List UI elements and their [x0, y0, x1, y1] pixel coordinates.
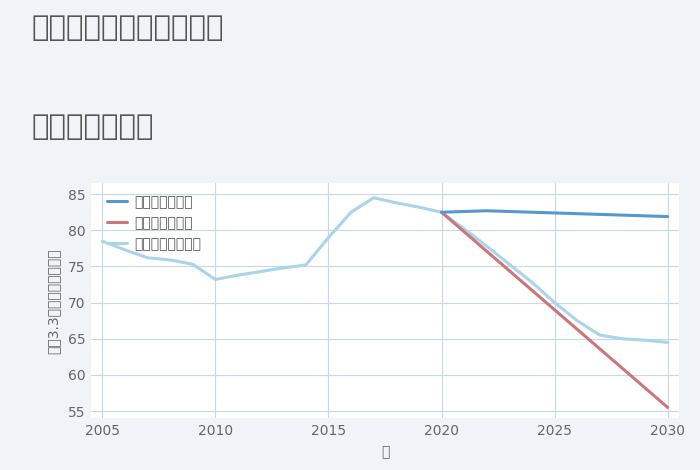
- Line: グッドシナリオ: グッドシナリオ: [442, 211, 668, 217]
- ノーマルシナリオ: [414, 204, 423, 210]
- ノーマルシナリオ: [120, 247, 129, 253]
- ノーマルシナリオ: [144, 255, 152, 260]
- Text: 兵庫県西宮市柏堂西町の: 兵庫県西宮市柏堂西町の: [32, 14, 224, 42]
- ノーマルシナリオ: [302, 262, 310, 268]
- ノーマルシナリオ: [166, 257, 174, 263]
- ノーマルシナリオ: [596, 332, 604, 338]
- Legend: グッドシナリオ, バッドシナリオ, ノーマルシナリオ: グッドシナリオ, バッドシナリオ, ノーマルシナリオ: [104, 193, 204, 254]
- ノーマルシナリオ: [279, 265, 288, 271]
- グッドシナリオ: [664, 214, 672, 219]
- グッドシナリオ: [528, 210, 536, 215]
- ノーマルシナリオ: [234, 272, 242, 278]
- グッドシナリオ: [438, 210, 446, 215]
- ノーマルシナリオ: [505, 261, 514, 267]
- ノーマルシナリオ: [98, 238, 106, 244]
- ノーマルシナリオ: [664, 339, 672, 345]
- Line: ノーマルシナリオ: ノーマルシナリオ: [102, 198, 668, 342]
- Text: 土地の価格推移: 土地の価格推移: [32, 113, 154, 141]
- グッドシナリオ: [573, 211, 582, 217]
- ノーマルシナリオ: [641, 337, 650, 343]
- ノーマルシナリオ: [324, 235, 332, 240]
- Y-axis label: 坪（3.3㎡）単価（万円）: 坪（3.3㎡）単価（万円）: [47, 248, 61, 353]
- ノーマルシナリオ: [460, 226, 468, 232]
- グッドシナリオ: [460, 209, 468, 214]
- ノーマルシナリオ: [482, 243, 491, 249]
- グッドシナリオ: [550, 210, 559, 216]
- グッドシナリオ: [641, 213, 650, 219]
- X-axis label: 年: 年: [381, 445, 389, 459]
- グッドシナリオ: [596, 212, 604, 217]
- ノーマルシナリオ: [211, 277, 220, 282]
- ノーマルシナリオ: [392, 200, 400, 206]
- ノーマルシナリオ: [347, 210, 356, 215]
- ノーマルシナリオ: [438, 210, 446, 215]
- グッドシナリオ: [505, 209, 514, 214]
- ノーマルシナリオ: [256, 269, 265, 274]
- グッドシナリオ: [618, 212, 626, 218]
- ノーマルシナリオ: [573, 318, 582, 323]
- ノーマルシナリオ: [618, 336, 626, 342]
- ノーマルシナリオ: [550, 300, 559, 306]
- ノーマルシナリオ: [188, 261, 197, 267]
- ノーマルシナリオ: [370, 195, 378, 201]
- グッドシナリオ: [482, 208, 491, 213]
- ノーマルシナリオ: [528, 280, 536, 285]
